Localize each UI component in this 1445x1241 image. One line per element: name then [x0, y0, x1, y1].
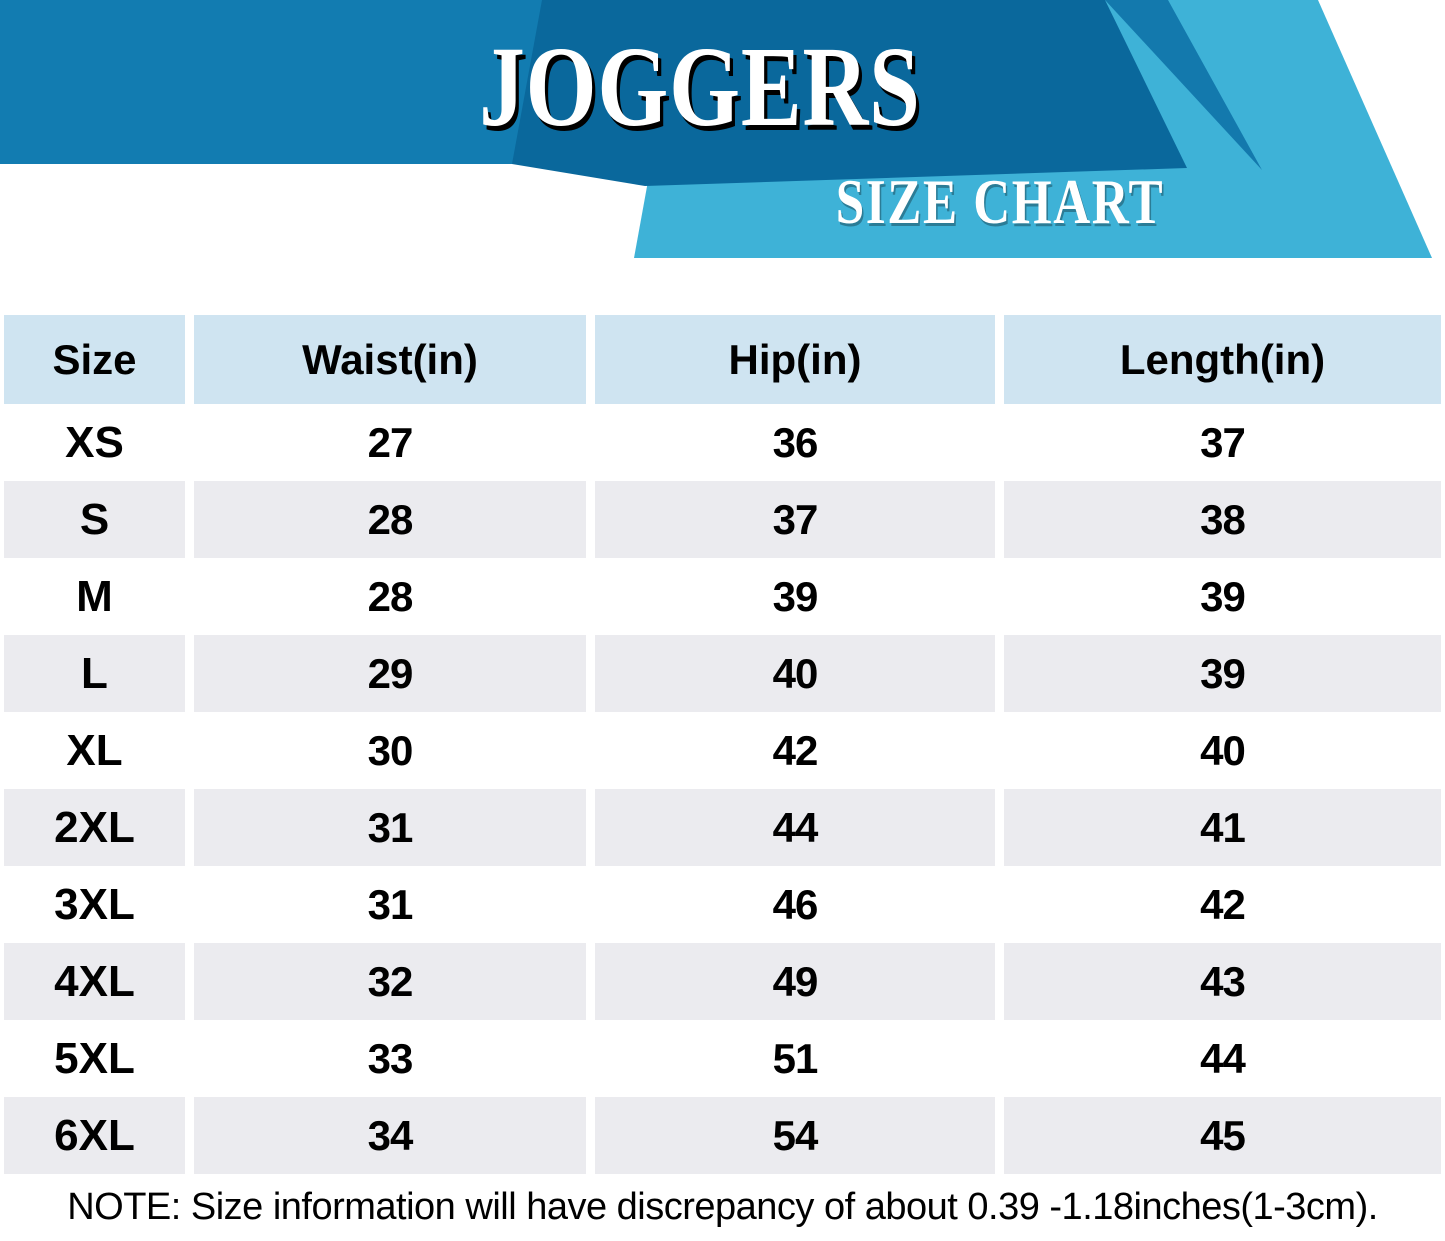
page-title: JOGGERS	[479, 23, 921, 150]
waist-cell: 32	[194, 943, 586, 1020]
waist-cell: 27	[194, 404, 586, 481]
column-header-hip: Hip(in)	[595, 315, 995, 404]
column-header-waist: Waist(in)	[194, 315, 586, 404]
size-cell: 4XL	[4, 943, 185, 1020]
length-cell: 39	[1004, 558, 1441, 635]
hip-cell: 39	[595, 558, 995, 635]
table-row-5xl: 5XL 33 51 44	[4, 1020, 1441, 1097]
waist-cell: 28	[194, 481, 586, 558]
size-cell: 5XL	[4, 1020, 185, 1097]
waist-cell: 31	[194, 866, 586, 943]
waist-cell: 30	[194, 712, 586, 789]
hip-cell: 40	[595, 635, 995, 712]
column-header-size: Size	[4, 315, 185, 404]
table-row-3xl: 3XL 31 46 42	[4, 866, 1441, 943]
size-cell: S	[4, 481, 185, 558]
banner-dark-shape	[505, 0, 1187, 186]
size-cell: L	[4, 635, 185, 712]
table-header-row: Size Waist(in) Hip(in) Length(in)	[4, 315, 1441, 404]
size-cell: XS	[4, 404, 185, 481]
hip-cell: 51	[595, 1020, 995, 1097]
waist-cell: 33	[194, 1020, 586, 1097]
table-row-6xl: 6XL 34 54 45	[4, 1097, 1441, 1174]
waist-cell: 31	[194, 789, 586, 866]
size-cell: M	[4, 558, 185, 635]
hip-cell: 36	[595, 404, 995, 481]
length-cell: 42	[1004, 866, 1441, 943]
table-row-xl: XL 30 42 40	[4, 712, 1441, 789]
length-cell: 40	[1004, 712, 1441, 789]
hip-cell: 54	[595, 1097, 995, 1174]
column-header-length: Length(in)	[1004, 315, 1441, 404]
length-cell: 43	[1004, 943, 1441, 1020]
size-cell: 6XL	[4, 1097, 185, 1174]
banner: JOGGERS SIZE CHART	[0, 0, 1445, 262]
waist-cell: 28	[194, 558, 586, 635]
size-cell: 2XL	[4, 789, 185, 866]
table-row-xs: XS 27 36 37	[4, 404, 1441, 481]
table-row-l: L 29 40 39	[4, 635, 1441, 712]
length-cell: 45	[1004, 1097, 1441, 1174]
length-cell: 41	[1004, 789, 1441, 866]
size-table: Size Waist(in) Hip(in) Length(in) XS 27 …	[4, 315, 1441, 1174]
note-text: NOTE: Size information will have discrep…	[67, 1186, 1378, 1228]
length-cell: 39	[1004, 635, 1441, 712]
length-cell: 44	[1004, 1020, 1441, 1097]
table-row-2xl: 2XL 31 44 41	[4, 789, 1441, 866]
hip-cell: 42	[595, 712, 995, 789]
size-cell: 3XL	[4, 866, 185, 943]
table-row-s: S 28 37 38	[4, 481, 1441, 558]
size-cell: XL	[4, 712, 185, 789]
page-subtitle: SIZE CHART	[835, 166, 1165, 237]
waist-cell: 29	[194, 635, 586, 712]
hip-cell: 49	[595, 943, 995, 1020]
table-row-4xl: 4XL 32 49 43	[4, 943, 1441, 1020]
length-cell: 38	[1004, 481, 1441, 558]
banner-left-band-shape	[0, 0, 542, 164]
hip-cell: 37	[595, 481, 995, 558]
table-row-m: M 28 39 39	[4, 558, 1441, 635]
hip-cell: 46	[595, 866, 995, 943]
length-cell: 37	[1004, 404, 1441, 481]
hip-cell: 44	[595, 789, 995, 866]
waist-cell: 34	[194, 1097, 586, 1174]
